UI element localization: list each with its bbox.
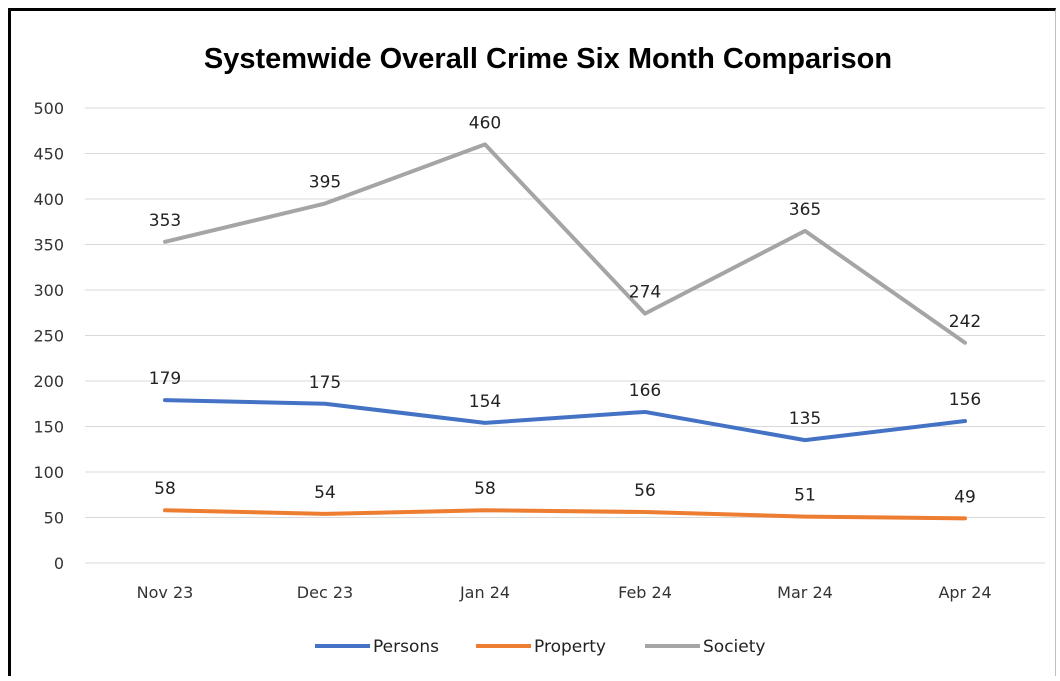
y-tick-label: 200 (33, 372, 64, 391)
y-tick-label: 500 (33, 99, 64, 118)
data-label-society: 242 (949, 312, 981, 332)
data-label-society: 274 (629, 283, 661, 303)
data-label-property: 58 (474, 479, 496, 499)
data-labels: 179 175 154 166 135 156 58 54 58 56 51 49 353 395 460 2… (149, 113, 981, 507)
x-tick-label: Apr 24 (938, 583, 991, 602)
legend: Persons Property Society (315, 637, 765, 657)
data-label-property: 54 (314, 483, 336, 503)
y-tick-label: 350 (33, 236, 64, 255)
chart-title: Systemwide Overall Crime Six Month Compa… (204, 43, 892, 75)
data-label-persons: 154 (469, 392, 501, 412)
chart-frame (8, 8, 1056, 676)
x-tick-label: Feb 24 (618, 583, 672, 602)
data-label-society: 395 (309, 173, 341, 193)
x-tick-label: Nov 23 (137, 583, 194, 602)
data-label-property: 58 (154, 479, 176, 499)
y-tick-label: 150 (33, 418, 64, 437)
legend-label-society: Society (703, 637, 765, 657)
data-label-property: 49 (954, 487, 976, 507)
data-label-persons: 135 (789, 409, 821, 429)
series-lines (163, 142, 967, 521)
x-tick-label: Jan 24 (459, 583, 510, 602)
y-tick-label: 50 (44, 509, 64, 528)
x-tick-label: Dec 23 (297, 583, 353, 602)
y-tick-label: 400 (33, 190, 64, 209)
data-label-persons: 179 (149, 369, 181, 389)
x-tick-label: Mar 24 (777, 583, 833, 602)
y-tick-label: 300 (33, 281, 64, 300)
x-axis-ticks: Nov 23 Dec 23 Jan 24 Feb 24 Mar 24 Apr 24 (137, 583, 992, 602)
data-label-society: 365 (789, 200, 821, 220)
data-label-society: 353 (149, 211, 181, 231)
data-label-society: 460 (469, 113, 501, 133)
gridlines (85, 107, 1045, 564)
legend-label-persons: Persons (373, 637, 439, 657)
y-tick-label: 250 (33, 327, 64, 346)
y-axis-ticks: 0 50 100 150 200 250 300 350 400 450 500 (33, 99, 64, 573)
legend-label-property: Property (534, 637, 606, 657)
y-tick-label: 0 (54, 554, 64, 573)
data-label-property: 56 (634, 481, 656, 501)
y-tick-label: 450 (33, 145, 64, 164)
y-tick-label: 100 (33, 463, 64, 482)
data-label-property: 51 (794, 486, 816, 506)
series-line-property (163, 508, 967, 521)
series-line-persons (163, 398, 967, 443)
data-label-persons: 166 (629, 381, 661, 401)
data-label-persons: 156 (949, 390, 981, 410)
series-line-society (163, 142, 967, 345)
data-label-persons: 175 (309, 373, 341, 393)
